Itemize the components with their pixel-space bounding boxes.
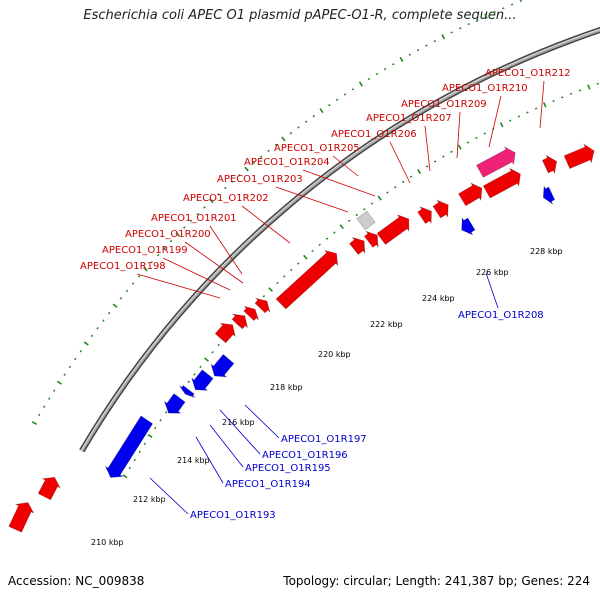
gene-arrow[interactable]	[275, 249, 339, 310]
gene-label-apeco1-o1r198[interactable]: APECO1_O1R198	[80, 261, 166, 272]
gene-label-apeco1-o1r196[interactable]: APECO1_O1R196	[262, 450, 348, 461]
inner-ruler	[122, 82, 599, 479]
gene-label-apeco1-o1r209[interactable]: APECO1_O1R209	[401, 99, 487, 110]
gene-arrow[interactable]	[179, 385, 196, 398]
gene-arrow[interactable]	[542, 184, 556, 205]
gene-arrow[interactable]	[163, 393, 186, 414]
gene-label-apeco1-o1r204[interactable]: APECO1_O1R204	[244, 157, 330, 168]
gene-arrow[interactable]	[231, 313, 249, 330]
gene-label-apeco1-o1r200[interactable]: APECO1_O1R200	[125, 229, 211, 240]
scale-label-210-kbp: 210 kbp	[91, 538, 124, 547]
accession-text: Accession: NC_009838	[8, 574, 145, 588]
gene-arrow[interactable]	[243, 305, 259, 322]
scale-label-224-kbp: 224 kbp	[422, 294, 455, 303]
scale-label-212-kbp: 212 kbp	[133, 495, 166, 504]
gene-arrow[interactable]	[417, 206, 432, 225]
gene-label-apeco1-o1r207[interactable]: APECO1_O1R207	[366, 113, 452, 124]
page-title: Escherichia coli APEC O1 plasmid pAPEC-O…	[83, 8, 517, 23]
gene-arrow[interactable]	[104, 415, 154, 478]
topology-summary-text: Topology: circular; Length: 241,387 bp; …	[283, 574, 590, 588]
gene-label-apeco1-o1r206[interactable]: APECO1_O1R206	[331, 129, 417, 140]
backbone	[79, 26, 600, 453]
gene-arrow[interactable]	[563, 143, 595, 169]
forward-gene-labels: APECO1_O1R198 APECO1_O1R199 APECO1_O1R200 A…	[80, 68, 571, 299]
gene-arrow[interactable]	[356, 210, 376, 231]
gene-arrow[interactable]	[461, 216, 476, 236]
scale-label-228-kbp: 228 kbp	[530, 247, 563, 256]
gene-arrow[interactable]	[349, 236, 366, 255]
gene-label-apeco1-o1r197[interactable]: APECO1_O1R197	[281, 434, 367, 445]
scale-label-216-kbp: 216 kbp	[222, 418, 255, 427]
gene-label-apeco1-o1r205[interactable]: APECO1_O1R205	[274, 143, 360, 154]
gene-label-apeco1-o1r194[interactable]: APECO1_O1R194	[225, 479, 311, 490]
gene-label-apeco1-o1r193[interactable]: APECO1_O1R193	[190, 510, 276, 521]
gene-label-apeco1-o1r210[interactable]: APECO1_O1R210	[442, 83, 528, 94]
gene-label-apeco1-o1r199[interactable]: APECO1_O1R199	[102, 245, 188, 256]
gene-label-apeco1-o1r203[interactable]: APECO1_O1R203	[217, 174, 303, 185]
scale-label-222-kbp: 222 kbp	[370, 320, 403, 329]
scale-label-220-kbp: 220 kbp	[318, 350, 351, 359]
gene-arrow[interactable]	[8, 502, 35, 533]
gene-arrow[interactable]	[458, 182, 483, 207]
gene-arrow[interactable]	[476, 146, 516, 178]
gene-arrow[interactable]	[482, 167, 521, 199]
gene-label-apeco1-o1r195[interactable]: APECO1_O1R195	[245, 463, 331, 474]
scale-labels: 210 kbp 212 kbp 214 kbp 216 kbp 218 kbp 220 k…	[91, 247, 563, 547]
scale-label-214-kbp: 214 kbp	[177, 456, 210, 465]
gene-label-apeco1-o1r201[interactable]: APECO1_O1R201	[151, 213, 237, 224]
outer-ruler	[31, 0, 523, 425]
gene-arrow[interactable]	[214, 322, 236, 344]
scale-label-226-kbp: 226 kbp	[476, 268, 509, 277]
gene-arrow[interactable]	[376, 214, 410, 245]
gene-label-apeco1-o1r202[interactable]: APECO1_O1R202	[183, 193, 269, 204]
gene-arrow[interactable]	[541, 154, 558, 175]
gene-arrow[interactable]	[37, 476, 61, 501]
gene-label-apeco1-o1r212[interactable]: APECO1_O1R212	[485, 68, 571, 79]
gene-arrow[interactable]	[191, 369, 214, 391]
gene-arrow[interactable]	[210, 353, 235, 378]
scale-label-218-kbp: 218 kbp	[270, 383, 303, 392]
gene-label-apeco1-o1r208[interactable]: APECO1_O1R208	[458, 310, 544, 321]
gene-arrow[interactable]	[432, 199, 449, 219]
gene-arrow[interactable]	[363, 230, 379, 249]
genes	[8, 143, 595, 533]
reverse-gene-labels: APECO1_O1R193 APECO1_O1R194 APECO1_O1R195 A…	[149, 272, 544, 521]
gene-arrow[interactable]	[254, 297, 271, 314]
